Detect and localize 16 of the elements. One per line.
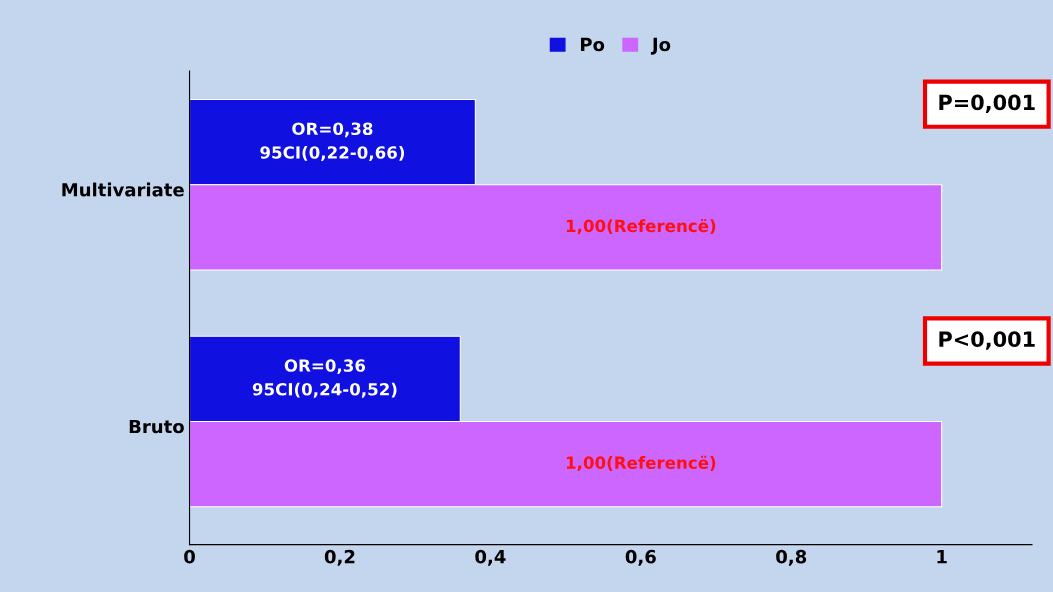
data-label: OR=0,38 95CI(0,22-0,66) — [260, 122, 405, 161]
x-tick-label: 0,8 — [776, 549, 807, 566]
x-tick-label: 1 — [937, 550, 947, 564]
data-label: 1,00(Referencë) — [566, 219, 716, 235]
x-tick-label: 0 — [184, 549, 195, 564]
y-tick-label: Multivariate — [62, 182, 184, 197]
data-label: 1,00(Referencë) — [566, 455, 716, 472]
annotation: P<0,001 — [939, 331, 1035, 350]
legend-label: Jo — [650, 37, 671, 55]
legend-label: Po — [580, 37, 605, 52]
y-tick-label: Bruto — [129, 419, 184, 434]
x-tick-label: 0,4 — [475, 549, 506, 566]
x-tick-label: 0,2 — [324, 549, 355, 566]
x-tick-label: 0,6 — [625, 549, 656, 566]
annotation: P=0,001 — [939, 94, 1035, 113]
data-label: OR=0,36 95CI(0,24-0,52) — [252, 359, 397, 398]
